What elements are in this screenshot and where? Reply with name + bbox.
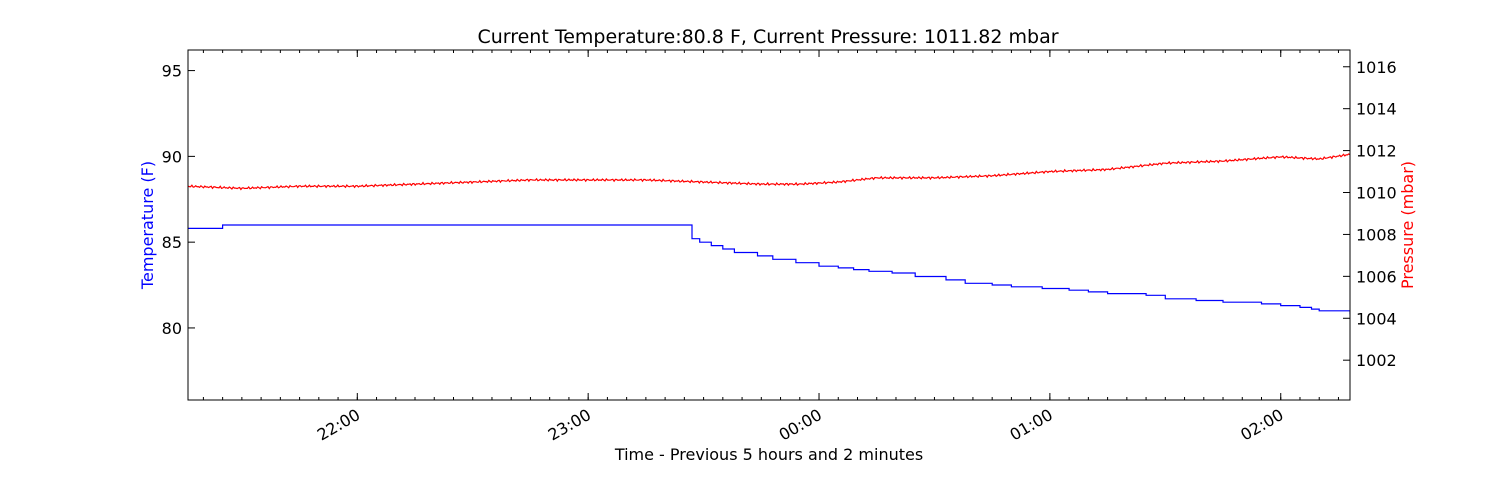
y-right-tick-label: 1004 — [1356, 309, 1397, 328]
y-left-tick-label: 95 — [162, 62, 182, 81]
x-axis-label: Time - Previous 5 hours and 2 minutes — [614, 445, 923, 464]
y-right-tick-label: 1010 — [1356, 184, 1397, 203]
series-line-pressure — [188, 153, 1350, 191]
y-right-tick-label: 1014 — [1356, 100, 1397, 119]
y-right-tick-label: 1012 — [1356, 142, 1397, 161]
y-right-tick-label: 1002 — [1356, 351, 1397, 370]
plot-area — [187, 49, 1351, 401]
y-axis-right: 1002 1004 1006 1008 1010 1012 1014 1016 — [1343, 58, 1397, 370]
y-left-tick-label: 90 — [162, 147, 182, 166]
y-axis-left: 80 85 90 95 — [162, 62, 195, 338]
series-line-temperature — [188, 224, 1350, 315]
series-layer — [188, 153, 1350, 315]
y-left-tick-label: 85 — [162, 233, 182, 252]
y-axis-left-label: Temperature (F) — [138, 161, 157, 290]
y-right-tick-label: 1016 — [1356, 58, 1397, 77]
plot-frame — [187, 49, 1351, 401]
y-right-tick-label: 1008 — [1356, 225, 1397, 244]
chart-title: Current Temperature:80.8 F, Current Pres… — [477, 26, 1058, 48]
y-axis-right-label: Pressure (mbar) — [1398, 161, 1417, 289]
y-right-tick-label: 1006 — [1356, 267, 1397, 286]
y-left-tick-label: 80 — [162, 319, 182, 338]
